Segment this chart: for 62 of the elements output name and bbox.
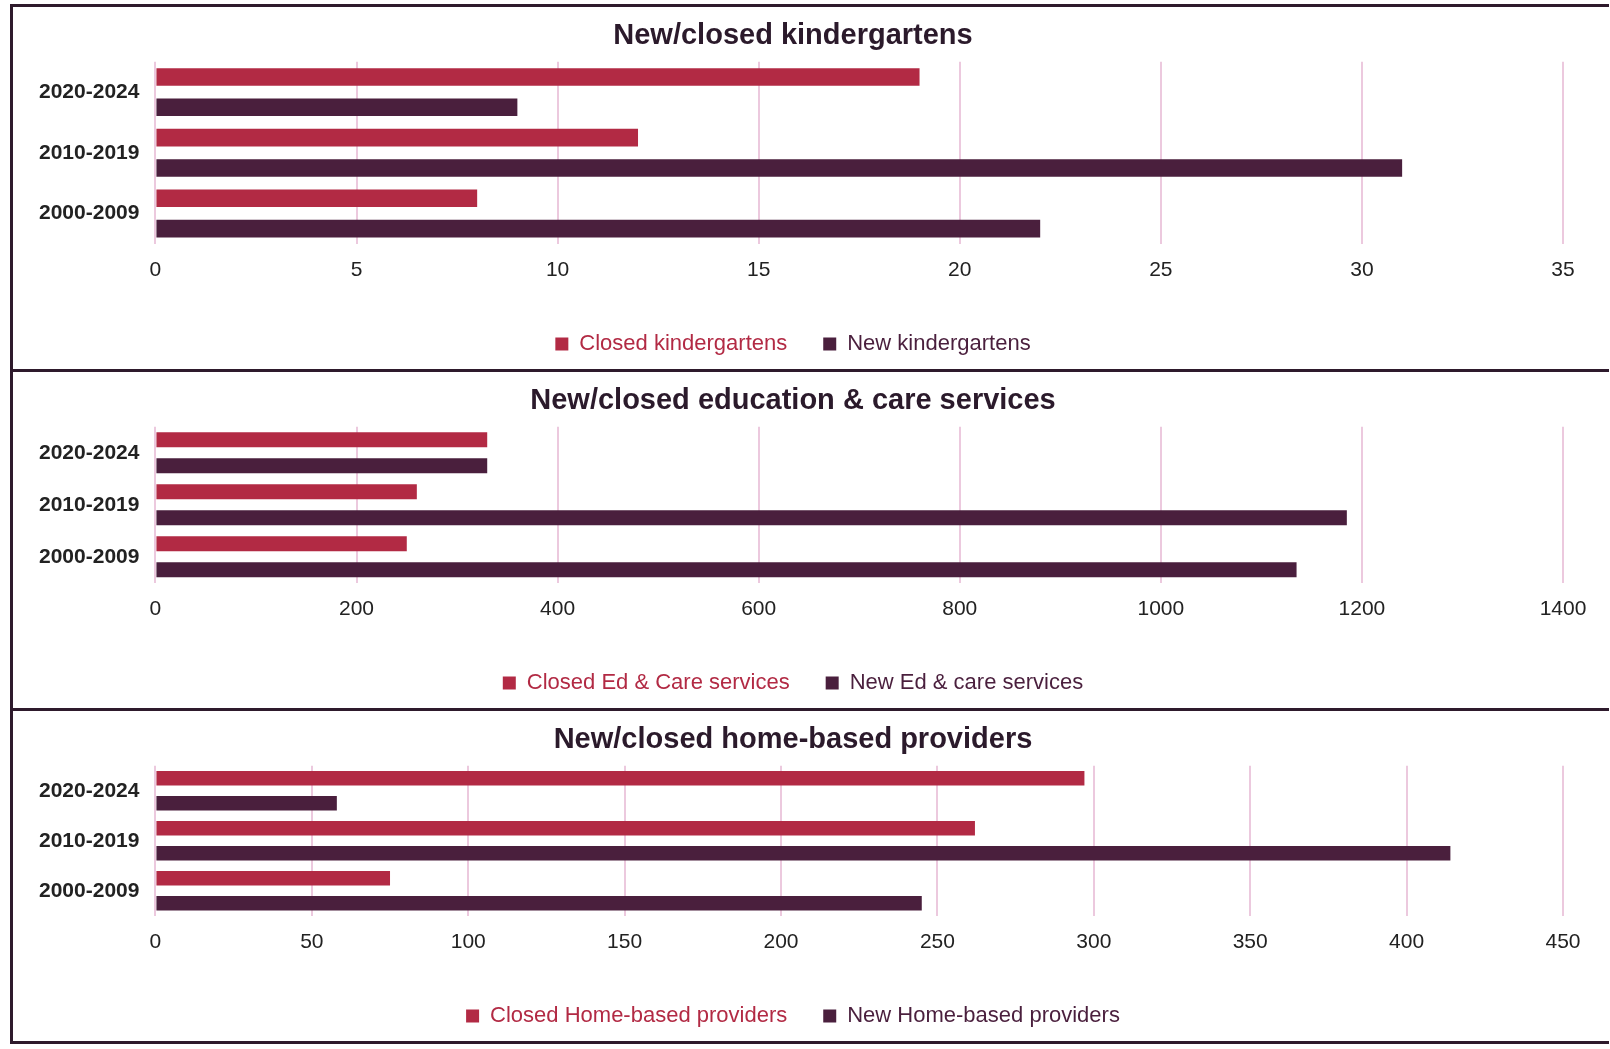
bar (156, 796, 337, 811)
x-tick-label: 150 (607, 929, 643, 953)
y-tick-label: 2010-2019 (38, 827, 140, 851)
y-tick-label: 2020-2024 (38, 777, 140, 801)
bar (156, 189, 478, 208)
bar (156, 821, 975, 836)
bar (156, 219, 1041, 238)
bar (156, 68, 920, 86)
x-tick-label: 25 (1149, 257, 1173, 281)
chart-title: New/closed kindergartens (613, 18, 973, 51)
bar (156, 432, 488, 448)
x-tick-label: 600 (741, 596, 777, 620)
x-tick-label: 400 (1389, 929, 1425, 953)
bar (156, 510, 1347, 526)
legend-label: New Ed & care services (849, 669, 1084, 695)
x-tick-label: 35 (1551, 257, 1575, 281)
legend-label: Closed Ed & Care services (526, 669, 790, 695)
legend-label: Closed kindergartens (579, 330, 788, 356)
bar (156, 871, 391, 886)
x-tick-label: 0 (149, 596, 162, 620)
x-tick-label: 10 (545, 257, 570, 281)
x-tick-label: 5 (350, 257, 363, 281)
x-tick-label: 250 (919, 929, 955, 953)
bar (156, 484, 417, 500)
y-tick-label: 2000-2009 (38, 200, 140, 224)
legend-label: Closed Home-based providers (490, 1002, 788, 1028)
bar (156, 771, 1085, 786)
x-tick-label: 200 (338, 596, 375, 620)
x-tick-label: 350 (1232, 929, 1268, 953)
y-tick-label: 2010-2019 (38, 491, 140, 515)
legend-label: New Home-based providers (847, 1002, 1120, 1028)
bar (156, 536, 407, 552)
x-tick-label: 300 (1076, 929, 1112, 953)
bar (156, 846, 1451, 861)
bar (156, 98, 518, 117)
x-tick-label: 0 (149, 929, 162, 953)
x-tick-label: 1000 (1137, 596, 1185, 620)
y-tick-label: 2020-2024 (38, 78, 140, 102)
x-tick-label: 20 (948, 257, 972, 281)
bar (156, 128, 639, 147)
x-tick-label: 100 (450, 929, 486, 953)
bar (156, 562, 1297, 578)
bar (156, 458, 488, 474)
y-tick-label: 2020-2024 (38, 439, 140, 463)
legend-label: New kindergartens (847, 330, 1031, 356)
x-tick-label: 200 (763, 929, 799, 953)
x-tick-label: 450 (1545, 929, 1581, 953)
chart-title: New/closed education & care services (530, 383, 1056, 416)
x-tick-label: 0 (149, 257, 162, 281)
x-tick-label: 1200 (1338, 596, 1386, 620)
x-tick-label: 400 (540, 596, 576, 620)
x-tick-label: 30 (1350, 257, 1374, 281)
bar (156, 896, 922, 911)
x-tick-label: 50 (300, 929, 324, 953)
x-tick-label: 15 (746, 257, 771, 281)
y-tick-label: 2010-2019 (38, 139, 140, 163)
x-tick-label: 800 (942, 596, 978, 620)
y-tick-label: 2000-2009 (38, 877, 140, 901)
chart-title: New/closed home-based providers (553, 722, 1033, 755)
bar (156, 159, 1403, 177)
x-tick-label: 1400 (1539, 596, 1587, 620)
y-tick-label: 2000-2009 (38, 543, 140, 567)
